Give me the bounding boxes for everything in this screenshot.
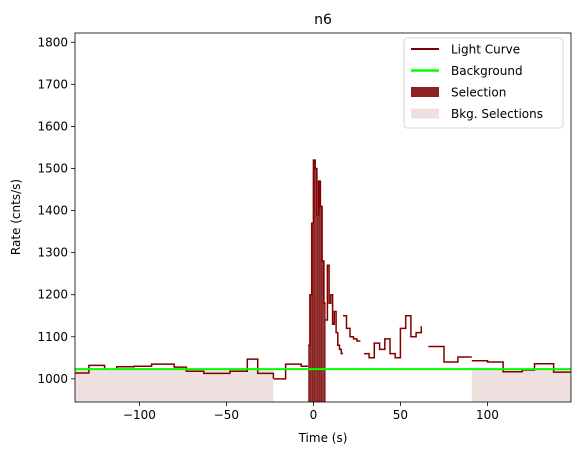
legend-selection: Selection xyxy=(411,86,506,100)
y-tick-label: 1500 xyxy=(37,161,68,175)
y-tick-label: 1400 xyxy=(37,204,68,218)
x-axis-label: Time (s) xyxy=(298,431,348,445)
y-axis: 1000 1100 1200 1300 1400 1500 1600 1700 1800 xyxy=(37,35,75,386)
legend-box xyxy=(403,37,564,129)
light-curve-segment xyxy=(363,314,423,359)
selection-bin xyxy=(313,160,316,402)
light-curve-segment xyxy=(325,264,343,355)
light-curve-segment xyxy=(428,345,472,363)
chart-title: n6 xyxy=(314,12,332,28)
selection-bin xyxy=(318,181,321,402)
bkg-selection-layer xyxy=(75,369,571,402)
light-curve-layer xyxy=(75,159,571,380)
selection-bin xyxy=(316,214,319,402)
y-tick-label: 1700 xyxy=(37,77,68,91)
plot-area xyxy=(75,159,571,402)
x-tick-label: −50 xyxy=(214,408,239,422)
selection-bin xyxy=(308,345,310,402)
y-tick-label: 1600 xyxy=(37,119,68,133)
selection-bin xyxy=(320,206,323,402)
x-tick-label: −100 xyxy=(123,408,156,422)
x-tick-label: 50 xyxy=(393,408,408,422)
legend: Light Curve Background Selection Bkg. Selec… xyxy=(403,37,564,129)
light-curve-segment xyxy=(343,314,361,342)
x-tick-label: 0 xyxy=(310,408,318,422)
x-tick-label: 100 xyxy=(476,408,499,422)
legend-label: Selection xyxy=(451,86,506,100)
y-tick-label: 1000 xyxy=(37,372,68,386)
light-curve-segment xyxy=(273,363,309,380)
plot-frame xyxy=(74,32,572,403)
legend-label: Light Curve xyxy=(451,43,520,57)
legend-label: Background xyxy=(451,64,523,78)
legend-label: Bkg. Selections xyxy=(451,107,543,121)
x-axis: −100 −50 0 50 100 xyxy=(123,402,499,422)
y-axis-label: Rate (cnts/s) xyxy=(9,179,23,255)
legend-background: Background xyxy=(411,64,523,78)
y-tick-label: 1100 xyxy=(37,330,68,344)
selection-bin xyxy=(311,223,314,402)
selection-layer xyxy=(308,160,326,402)
legend-bkg-selections: Bkg. Selections xyxy=(411,107,543,121)
light-curve-segment xyxy=(471,360,571,373)
legend-swatch xyxy=(411,87,439,97)
y-tick-label: 1300 xyxy=(37,246,68,260)
light-curve-segment xyxy=(308,159,326,346)
selection-bin xyxy=(315,168,317,402)
legend-items: Light Curve Background Selection Bkg. Selec… xyxy=(411,43,543,121)
bkg-selection-region xyxy=(471,369,571,402)
selection-bin xyxy=(322,261,324,402)
selection-bin xyxy=(309,294,312,402)
y-tick-label: 1200 xyxy=(37,288,68,302)
y-tick-label: 1800 xyxy=(37,35,68,49)
selection-bin xyxy=(323,303,326,402)
bkg-selection-region xyxy=(75,369,274,402)
legend-swatch xyxy=(411,108,439,119)
legend-light-curve: Light Curve xyxy=(411,43,520,57)
